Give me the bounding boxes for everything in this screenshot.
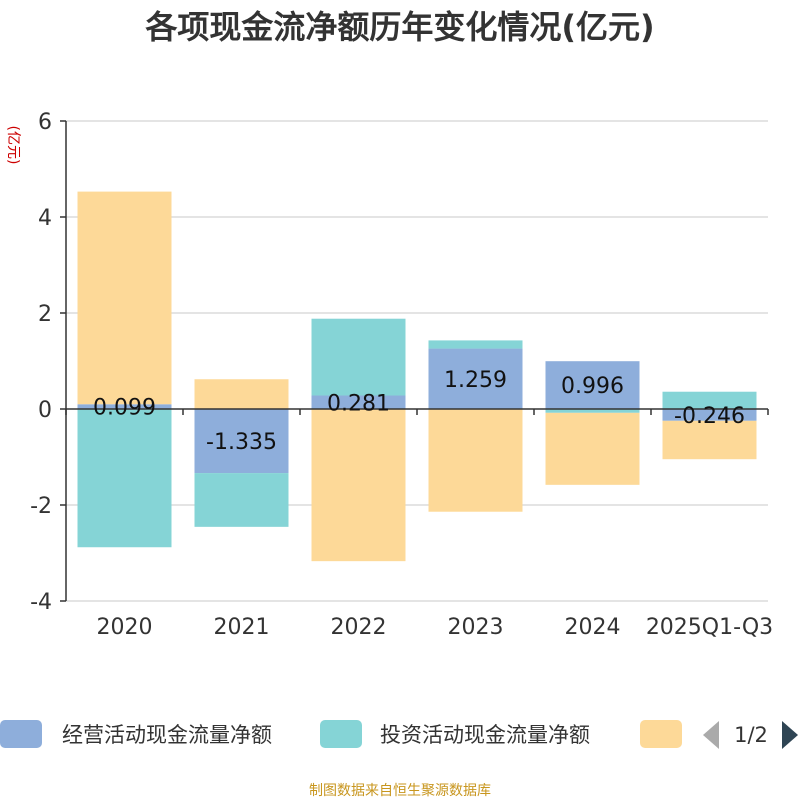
data-label: 1.259 (444, 368, 507, 393)
legend: 经营活动现金流量净额 投资活动现金流量净额 1/2 (0, 720, 798, 749)
data-label: -1.335 (206, 430, 277, 455)
y-tick-label: 4 (38, 206, 52, 231)
legend-swatch-3[interactable] (640, 720, 682, 748)
legend-label-1[interactable]: 经营活动现金流量净额 (62, 723, 272, 747)
bar-series-3-2023 (428, 409, 523, 512)
bar-series-1-2023 (428, 348, 523, 409)
y-tick-label: -4 (30, 590, 52, 615)
data-label: -0.246 (674, 404, 745, 429)
data-label: 0.099 (93, 396, 156, 421)
bar-series-3-2020 (77, 191, 172, 405)
y-tick-label: 6 (38, 110, 52, 135)
bar-series-1-2025Q1-Q3 (662, 409, 757, 421)
source-note: 制图数据来自恒生聚源数据库 (309, 783, 491, 799)
x-tick-label: 2025Q1-Q3 (646, 615, 773, 640)
chart-title: 各项现金流净额历年变化情况(亿元) (145, 8, 654, 46)
y-tick-label: -2 (30, 494, 52, 519)
bar-series-2-2023 (428, 340, 523, 349)
bar-series-1-2022 (311, 395, 406, 409)
bar-series-1-2020 (77, 404, 172, 409)
y-tick-label: 2 (38, 302, 52, 327)
bar-series-3-2021 (194, 379, 289, 409)
data-label: 0.996 (561, 374, 624, 399)
bar-series-2-2021 (194, 473, 289, 527)
legend-page-indicator: 1/2 (734, 723, 768, 747)
data-labels: 0.099 -1.335 0.281 1.259 0.996 -0.246 (93, 368, 745, 455)
bar-series-3-2022 (311, 409, 406, 562)
y-tick-label: 0 (38, 398, 52, 423)
bar-series-2-2024 (545, 409, 640, 413)
x-tick-label: 2021 (214, 615, 270, 640)
x-tick-label: 2022 (331, 615, 387, 640)
legend-prev-icon[interactable] (703, 721, 719, 749)
legend-label-2[interactable]: 投资活动现金流量净额 (380, 723, 590, 747)
legend-swatch-2[interactable] (320, 720, 362, 748)
axes: -4 -2 0 2 4 6 2020 2021 2022 2023 2024 2025Q1-Q3 (30, 110, 773, 640)
bar-series-3-2025Q1-Q3 (662, 420, 757, 460)
y-axis-label: (亿元) (5, 126, 21, 165)
bar-series-2-2020 (77, 409, 172, 548)
x-tick-label: 2023 (448, 615, 504, 640)
bar-series-2-2025Q1-Q3 (662, 391, 757, 409)
bars (77, 191, 757, 562)
legend-next-icon[interactable] (782, 721, 798, 749)
x-tick-label: 2024 (565, 615, 621, 640)
bar-series-1-2021 (194, 409, 289, 474)
x-tick-label: 2020 (97, 615, 153, 640)
bar-series-1-2024 (545, 361, 640, 409)
legend-swatch-1[interactable] (0, 720, 42, 748)
data-label: 0.281 (327, 391, 390, 416)
bar-series-2-2022 (311, 318, 406, 396)
bar-series-3-2024 (545, 412, 640, 485)
